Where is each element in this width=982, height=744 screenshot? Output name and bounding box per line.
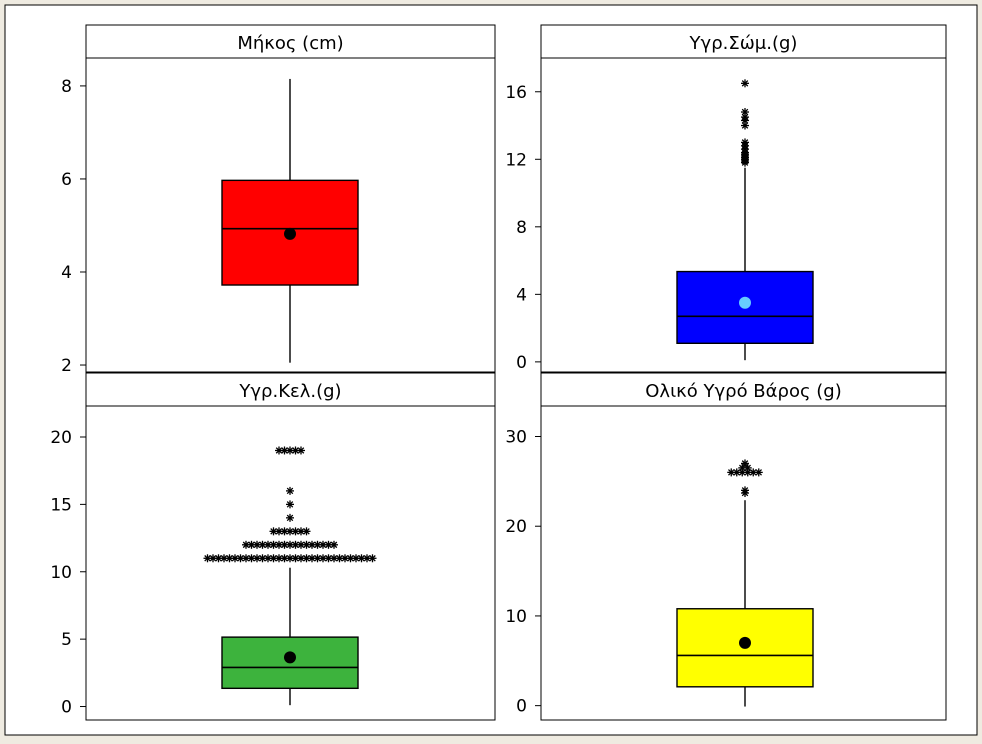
panel-title: Ολικό Υγρό Βάρος (g): [645, 381, 841, 402]
panel-3: Υγρ.Κελ.(g) 0 5 10 15 20: [50, 372, 496, 721]
mean-marker: [739, 636, 751, 649]
panel-title: Υγρ.Σώμ.(g): [689, 33, 798, 54]
outlier-point: [214, 554, 223, 563]
y-tick-label: 10: [505, 607, 527, 627]
panel-header: [85, 24, 496, 59]
y-tick-label: 8: [61, 77, 72, 97]
outlier-point: [286, 486, 294, 495]
outlier-point: [269, 527, 278, 536]
outlier-point: [368, 554, 377, 563]
mean-marker: [284, 227, 296, 240]
y-tick-label: 2: [61, 356, 72, 376]
outlier-point: [247, 554, 256, 563]
outlier-point: [203, 554, 212, 563]
outlier-point: [741, 459, 749, 468]
y-tick-label: 20: [505, 517, 527, 537]
outlier-point: [291, 540, 300, 549]
y-tick-label: 0: [516, 697, 527, 717]
y-tick-label: 4: [61, 263, 72, 283]
outlier-point: [743, 463, 752, 472]
outlier-point: [286, 513, 294, 522]
mean-marker: [739, 296, 751, 309]
outlier-point: [324, 540, 333, 549]
outlier-point: [297, 527, 305, 536]
outlier-point: [297, 446, 305, 455]
y-tick-label: 6: [61, 170, 72, 190]
y-tick-label: 0: [516, 353, 527, 373]
panel-title: Υγρ.Κελ.(g): [238, 381, 341, 402]
outlier-point: [308, 554, 316, 563]
outlier-point: [302, 540, 311, 549]
outlier-point: [258, 540, 267, 549]
outlier-point: [275, 540, 283, 549]
outlier-point: [286, 446, 294, 455]
outlier-point: [330, 540, 338, 549]
y-tick-label: 10: [50, 563, 72, 583]
panel-2: Υγρ.Σώμ.(g) 0 4 8 12 16: [505, 24, 947, 373]
y-tick-label: 0: [61, 698, 72, 718]
panel-1: Μήκος (cm) 2 4 6 8: [61, 24, 496, 376]
mean-marker: [284, 651, 296, 664]
y-tick-label: 16: [505, 83, 527, 103]
panel-header: [540, 24, 947, 59]
y-tick-label: 4: [516, 285, 527, 305]
outlier-point: [275, 554, 283, 563]
outlier-point: [209, 554, 217, 563]
panel-header: [540, 372, 947, 407]
panel-4: Ολικό Υγρό Βάρος (g) 0 10 20 30: [505, 372, 947, 721]
panel-title: Μήκος (cm): [237, 33, 343, 54]
outlier-point: [741, 486, 749, 495]
outlier-point: [247, 540, 256, 549]
outlier-point: [302, 527, 311, 536]
y-tick-label: 12: [505, 150, 527, 170]
y-tick-label: 15: [50, 495, 72, 515]
outlier-point: [741, 138, 749, 147]
outlier-point: [286, 500, 294, 509]
outlier-point: [741, 79, 749, 88]
plot-area: [540, 405, 947, 721]
outlier-point: [754, 468, 763, 477]
y-tick-label: 20: [50, 428, 72, 448]
y-tick-label: 8: [516, 218, 527, 238]
y-tick-label: 30: [505, 428, 527, 448]
outlier-point: [275, 527, 283, 536]
outlier-point: [291, 446, 300, 455]
y-tick-label: 5: [61, 630, 72, 650]
panel-header: [85, 372, 496, 407]
outlier-point: [741, 108, 749, 117]
outlier-point: [286, 554, 294, 563]
